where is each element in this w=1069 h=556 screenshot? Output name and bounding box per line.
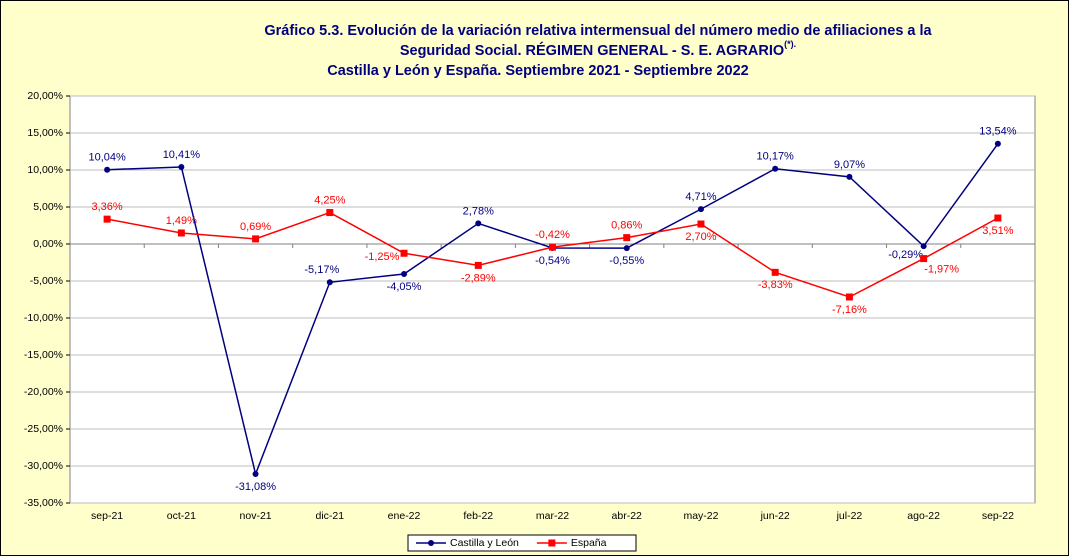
- y-tick-label: 20,00%: [27, 90, 63, 102]
- x-tick-label: may-22: [683, 510, 718, 522]
- data-point: [252, 235, 260, 243]
- data-label: -2,89%: [461, 272, 496, 284]
- data-label: 3,36%: [92, 201, 123, 213]
- y-tick-label: 0,00%: [33, 238, 63, 250]
- x-tick-label: sep-22: [982, 510, 1014, 522]
- data-point: [326, 279, 333, 286]
- plot-area: [69, 95, 1036, 504]
- data-label: 10,17%: [757, 151, 795, 163]
- x-tick-label: dic-21: [316, 510, 345, 522]
- data-label: -0,42%: [535, 229, 570, 241]
- x-tick-label: ene-22: [388, 510, 421, 522]
- data-point: [623, 245, 630, 252]
- data-label: 1,49%: [166, 215, 197, 227]
- data-point: [771, 268, 779, 276]
- data-label: 10,04%: [88, 152, 126, 164]
- y-tick-label: -20,00%: [24, 386, 63, 398]
- legend-label: España: [571, 537, 607, 549]
- y-tick-label: -15,00%: [24, 349, 63, 361]
- data-point: [103, 215, 111, 223]
- data-point: [697, 206, 704, 213]
- data-label: -1,25%: [365, 251, 400, 263]
- data-label: -0,55%: [609, 255, 644, 267]
- legend-marker: [548, 539, 556, 547]
- legend: Castilla y León España: [407, 534, 637, 552]
- y-tick-label: -30,00%: [24, 460, 63, 472]
- data-label: 0,69%: [240, 221, 271, 233]
- y-tick-label: -5,00%: [30, 275, 63, 287]
- data-label: -5,17%: [304, 264, 339, 276]
- data-label: 9,07%: [834, 159, 865, 171]
- data-label: 13,54%: [979, 126, 1017, 138]
- data-point: [994, 214, 1002, 222]
- data-label: 2,70%: [685, 231, 716, 243]
- data-point: [178, 163, 185, 170]
- data-point: [623, 234, 631, 242]
- data-point: [401, 270, 408, 277]
- data-label: -0,54%: [535, 255, 570, 267]
- legend-marker: [428, 540, 434, 546]
- x-tick-label: ago-22: [907, 510, 940, 522]
- data-point: [920, 243, 927, 250]
- data-label: 3,51%: [982, 225, 1013, 237]
- y-tick-label: -25,00%: [24, 423, 63, 435]
- x-tick-label: jul-22: [836, 510, 863, 522]
- x-tick-label: feb-22: [463, 510, 493, 522]
- x-tick-label: nov-21: [240, 510, 272, 522]
- data-label: 2,78%: [463, 205, 494, 217]
- x-tick-label: sep-21: [91, 510, 123, 522]
- x-tick-label: oct-21: [167, 510, 196, 522]
- x-tick-label: abr-22: [612, 510, 643, 522]
- data-label: -3,83%: [758, 279, 793, 291]
- data-point: [400, 249, 408, 257]
- data-label: 10,41%: [163, 149, 201, 161]
- title-note: (*).: [784, 39, 796, 49]
- y-tick-label: 15,00%: [27, 127, 63, 139]
- chart-title: Seguridad Social. RÉGIMEN GENERAL - S. E…: [400, 42, 784, 59]
- data-point: [177, 229, 185, 237]
- chart-title: Castilla y León y España. Septiembre 202…: [327, 63, 749, 79]
- y-tick-label: 5,00%: [33, 201, 63, 213]
- x-tick-label: mar-22: [536, 510, 569, 522]
- data-point: [846, 173, 853, 180]
- data-label: 4,25%: [314, 194, 345, 206]
- data-point: [475, 220, 482, 227]
- data-label: 4,71%: [685, 191, 716, 203]
- data-point: [474, 261, 482, 269]
- data-point: [549, 243, 556, 251]
- data-point: [104, 166, 111, 173]
- x-tick-label: jun-22: [760, 510, 790, 522]
- data-label: -7,16%: [832, 304, 867, 316]
- chart-title: Gráfico 5.3. Evolución de la variación r…: [264, 23, 932, 39]
- legend-label: Castilla y León: [450, 537, 519, 549]
- data-point: [697, 220, 705, 228]
- y-tick-label: -35,00%: [24, 497, 63, 509]
- data-point: [326, 209, 334, 217]
- data-label: 0,86%: [611, 220, 642, 232]
- legend-box: [407, 534, 637, 552]
- y-tick-label: -10,00%: [24, 312, 63, 324]
- data-point: [772, 165, 779, 172]
- data-point: [252, 470, 259, 477]
- data-label: -1,97%: [924, 263, 959, 275]
- data-point: [845, 293, 853, 301]
- data-point: [994, 140, 1001, 147]
- data-label: -0,29%: [888, 249, 923, 261]
- data-label: -4,05%: [387, 281, 422, 293]
- data-point: [920, 255, 928, 263]
- data-label: -31,08%: [235, 481, 276, 493]
- chart-title: Seguridad Social. RÉGIMEN GENERAL - S. E…: [400, 39, 796, 58]
- y-tick-label: 10,00%: [27, 164, 63, 176]
